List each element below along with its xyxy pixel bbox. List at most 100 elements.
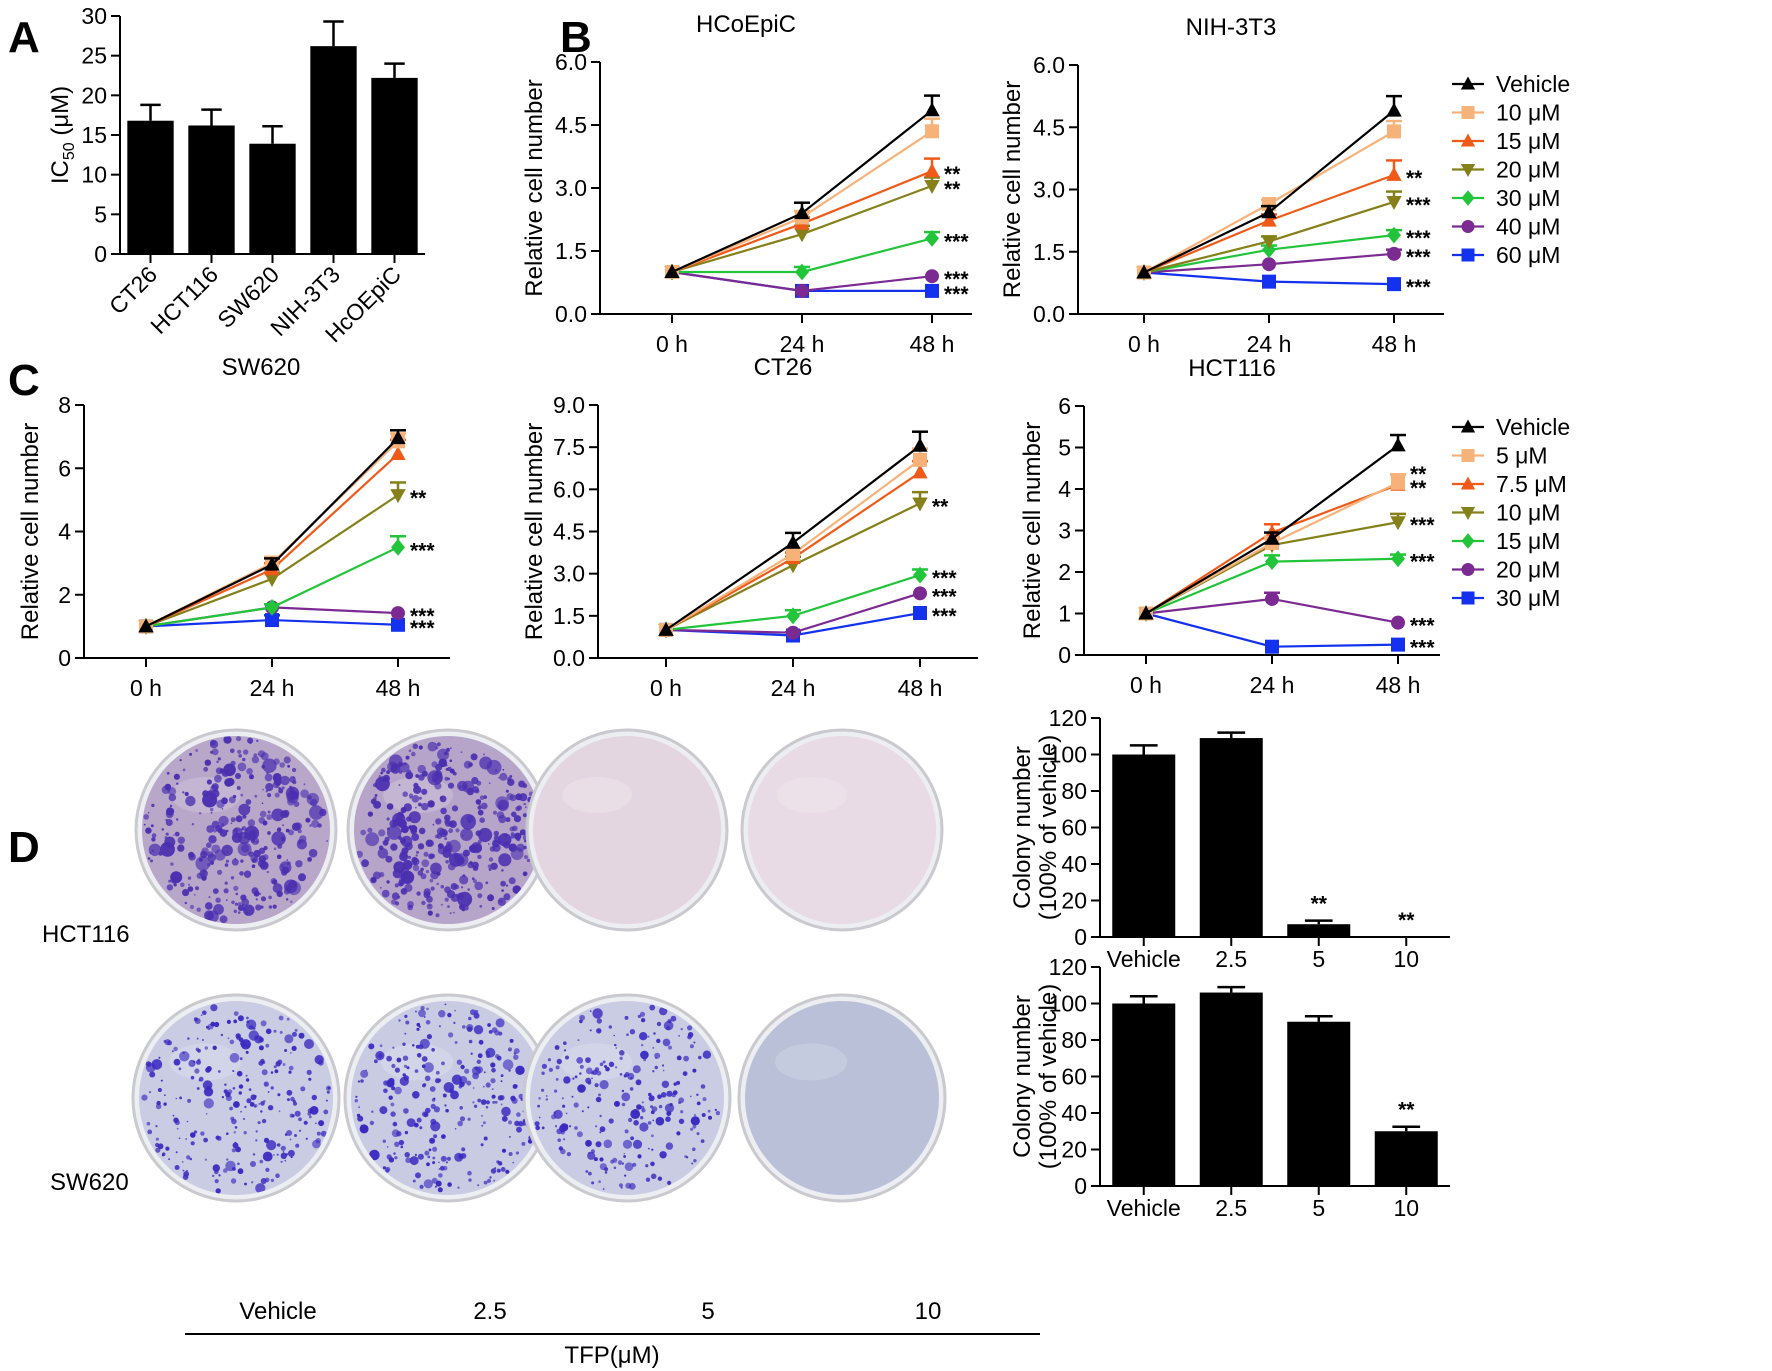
colony — [696, 1093, 699, 1097]
colony — [385, 1168, 390, 1173]
y-tick-label: 5 — [94, 201, 107, 227]
colony — [421, 1056, 428, 1062]
colony — [408, 793, 414, 798]
colony — [623, 1155, 626, 1158]
colony — [203, 1098, 214, 1109]
y-tick-label: 0 — [1074, 924, 1087, 950]
colony — [490, 1168, 497, 1174]
colony — [436, 871, 441, 876]
colony — [292, 767, 297, 773]
colony — [201, 847, 209, 855]
colony — [375, 776, 390, 792]
colony — [177, 844, 185, 852]
colony — [640, 1050, 649, 1060]
colony — [585, 1139, 592, 1147]
colony — [460, 814, 477, 830]
colony — [662, 1038, 671, 1047]
colony — [175, 1151, 178, 1154]
data-point — [925, 283, 939, 298]
series-30-m: *** — [665, 230, 969, 281]
colony — [212, 1164, 220, 1172]
colony — [294, 1134, 297, 1137]
colony — [482, 1121, 486, 1125]
colony — [160, 842, 175, 857]
colony — [453, 1021, 456, 1024]
colony — [637, 1154, 642, 1159]
colony — [386, 880, 390, 884]
colony — [280, 836, 286, 842]
colony — [270, 1178, 274, 1182]
colony — [284, 1049, 288, 1052]
colony — [491, 1094, 496, 1099]
colony — [574, 1075, 578, 1079]
colony — [468, 1178, 472, 1182]
colony — [407, 855, 411, 859]
colony — [392, 1121, 398, 1127]
colony — [508, 877, 516, 885]
colony — [182, 889, 190, 897]
colony — [508, 1152, 513, 1156]
legend-item-15-m: 15 μM — [1452, 528, 1560, 554]
colony — [173, 773, 180, 780]
colony — [187, 1037, 190, 1040]
colony — [430, 1121, 441, 1132]
colony — [450, 747, 452, 750]
significance-label: *** — [932, 567, 957, 590]
colony — [522, 813, 528, 818]
colony — [290, 1096, 295, 1102]
colony — [415, 806, 417, 809]
colony — [487, 894, 495, 902]
colony — [168, 1158, 171, 1161]
colony — [428, 904, 431, 907]
colony — [280, 1145, 286, 1151]
colony — [207, 790, 213, 795]
dish-sw620-3 — [737, 993, 947, 1203]
colony — [266, 814, 273, 820]
legend-label: Vehicle — [1496, 71, 1570, 97]
colony — [289, 776, 296, 783]
colony — [214, 774, 222, 783]
colony — [378, 829, 386, 837]
colony — [519, 829, 527, 836]
colony — [432, 1146, 438, 1152]
chart-title: HCT116 — [1188, 355, 1276, 382]
legend-item-20-m: 20 μM — [1452, 157, 1560, 183]
data-point — [264, 572, 280, 587]
colony — [665, 1116, 671, 1122]
colony — [402, 1042, 406, 1046]
colony — [498, 1170, 501, 1173]
colony — [379, 887, 382, 889]
series-vehicle — [658, 430, 928, 636]
colony — [483, 1071, 486, 1074]
colony — [402, 1055, 409, 1061]
colony — [258, 1045, 264, 1051]
bar-10: 10 ** — [1393, 909, 1419, 972]
colony — [421, 802, 429, 811]
y-axis-label: Relative cell number — [17, 423, 44, 640]
data-point — [391, 617, 405, 632]
legend-marker — [1461, 190, 1475, 206]
colony — [406, 1066, 410, 1070]
colony — [493, 836, 501, 843]
colony — [400, 1145, 404, 1149]
colony — [267, 831, 271, 835]
colony — [207, 853, 216, 863]
colony — [444, 751, 448, 756]
colony — [311, 819, 320, 828]
colony — [541, 1088, 545, 1092]
colony — [494, 1100, 498, 1104]
colony — [425, 1020, 431, 1025]
colony — [413, 785, 422, 794]
colony — [676, 1131, 681, 1136]
colony — [715, 1110, 721, 1116]
colony — [386, 827, 390, 831]
colony — [281, 786, 285, 790]
colony — [666, 1025, 671, 1031]
colony — [217, 1070, 221, 1073]
colony — [511, 1097, 518, 1104]
colony — [392, 1046, 395, 1049]
colony — [666, 1090, 673, 1097]
series-20-m: *** — [1139, 591, 1435, 638]
colony — [439, 795, 447, 803]
colony — [404, 1130, 409, 1135]
